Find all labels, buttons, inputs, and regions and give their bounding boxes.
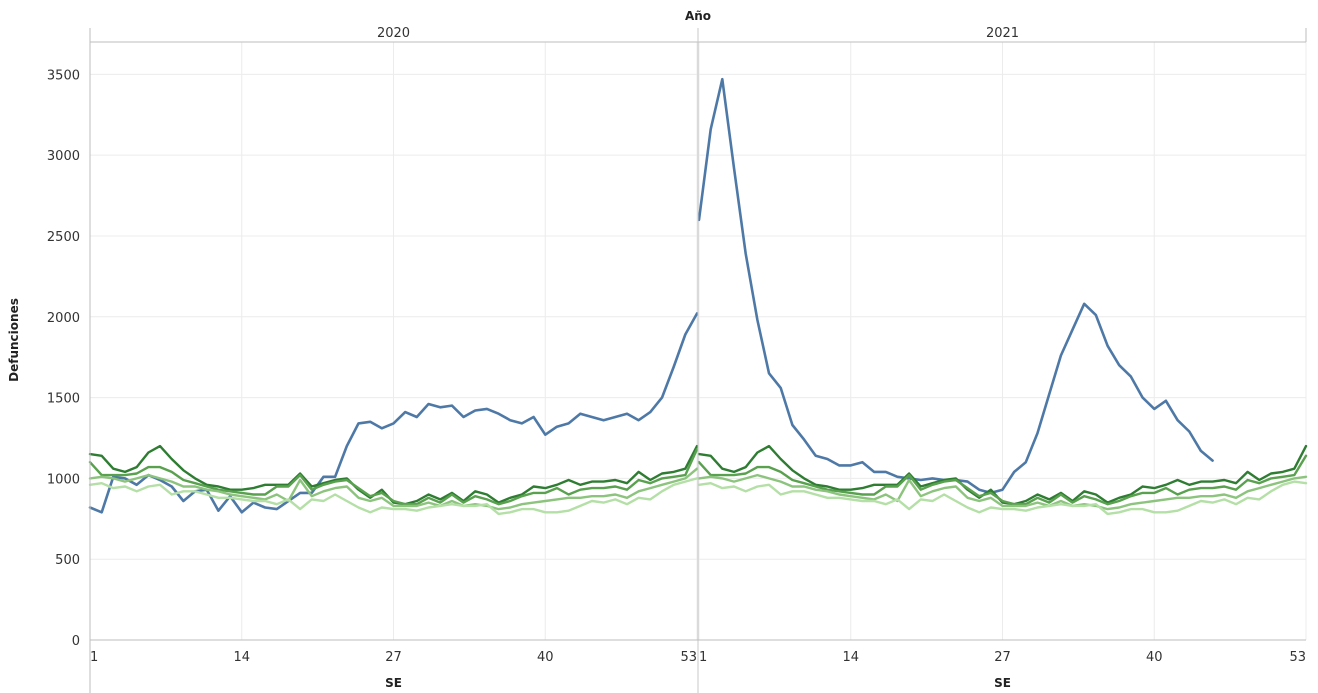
x-axis-title: SE <box>385 676 402 690</box>
y-tick-label: 0 <box>72 634 80 649</box>
series-lines <box>88 77 1308 516</box>
x-tick-label: 1 <box>699 650 707 665</box>
y-axis-title: Defunciones <box>7 298 21 382</box>
x-axis-title: SE <box>994 676 1011 690</box>
series-line-2020-2 <box>88 444 699 506</box>
x-tick-label: 14 <box>842 650 859 665</box>
column-header-title: Año <box>685 9 711 23</box>
series-line-2021-2 <box>697 444 1308 506</box>
series-line-2021-1 <box>697 77 1214 495</box>
series-line-2020-1 <box>88 312 699 514</box>
series-line-2021-5 <box>697 480 1308 516</box>
series-line-2020-4 <box>88 467 699 511</box>
y-tick-label: 2500 <box>47 230 80 245</box>
x-tick-label: 53 <box>1289 650 1306 665</box>
x-tick-label: 53 <box>680 650 697 665</box>
series-line-2021-4 <box>697 473 1308 511</box>
x-tick-label: 40 <box>537 650 554 665</box>
x-tick-label: 14 <box>233 650 250 665</box>
x-tick-label: 40 <box>1146 650 1163 665</box>
axes <box>89 28 1307 693</box>
panel-header-2021: 2021 <box>986 26 1019 41</box>
y-tick-label: 500 <box>55 553 80 568</box>
x-tick-label: 1 <box>90 650 98 665</box>
y-tick-label: 1000 <box>47 472 80 487</box>
series-line-2021-3 <box>697 454 1308 506</box>
panel-header-2020: 2020 <box>377 26 410 41</box>
tick-labels: 0 500 1000 1500 2000 2500 3000 3500 2020 1 14 27 40 5… <box>47 26 1306 690</box>
x-tick-label: 27 <box>994 650 1011 665</box>
y-tick-label: 3500 <box>47 68 80 83</box>
x-tick-label: 27 <box>385 650 402 665</box>
series-line-2020-5 <box>88 477 699 516</box>
y-tick-label: 1500 <box>47 392 80 407</box>
y-tick-label: 2000 <box>47 311 80 326</box>
series-line-2020-3 <box>88 448 699 506</box>
y-tick-label: 3000 <box>47 149 80 164</box>
